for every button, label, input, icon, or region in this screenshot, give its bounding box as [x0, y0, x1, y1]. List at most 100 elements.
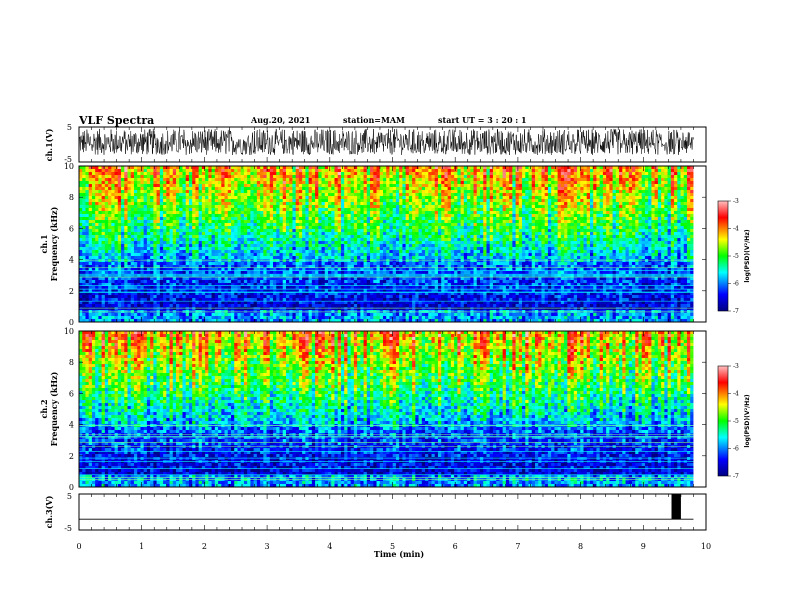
spectrogram-cell [130, 295, 135, 299]
spectrogram-cell [166, 289, 170, 293]
spectrogram-cell [185, 226, 190, 230]
spectrogram-cell [130, 316, 135, 320]
spectrogram-cell [224, 166, 229, 170]
spectrogram-cell [273, 169, 277, 173]
spectrogram-cell [133, 196, 138, 200]
spectrogram-cell [146, 280, 151, 284]
spectrogram-cell [331, 238, 335, 242]
spectrogram-cell [114, 274, 119, 278]
spectrogram-cell [95, 202, 99, 206]
spectrogram-cell [111, 277, 115, 281]
spectrogram-cell [253, 238, 258, 242]
spectrogram-cell [240, 307, 245, 311]
spectrogram-cell [340, 169, 345, 173]
spectrogram-cell [340, 172, 345, 176]
spectrogram-cell [373, 184, 377, 188]
spectrogram-cell [133, 184, 138, 188]
spectrogram-cell [379, 217, 384, 221]
spectrogram-cell [256, 274, 261, 278]
spectrogram-cell [95, 298, 99, 302]
spectrogram-cell [124, 184, 128, 188]
spectrogram-cell [276, 256, 280, 260]
spectrogram-cell [214, 232, 219, 236]
spectrogram-cell [205, 238, 209, 242]
spectrogram-cell [292, 226, 296, 230]
spectrogram-cell [247, 181, 251, 185]
spectrogram-cell [143, 280, 148, 284]
spectrogram-cell [146, 271, 151, 275]
spectrogram-cell [195, 304, 199, 308]
spectrogram-cell [366, 313, 371, 317]
spectrogram-cell [221, 175, 225, 179]
spectrogram-cell [114, 250, 119, 254]
spectrogram-cell [108, 250, 112, 254]
spectrogram-cell [298, 289, 303, 293]
spectrogram-cell [318, 190, 322, 194]
spectrogram-cell [302, 214, 306, 218]
spectrogram-cell [263, 259, 267, 263]
spectrogram-cell [172, 166, 177, 170]
spectrogram-cell [127, 313, 132, 317]
spectrogram-cell [331, 247, 335, 251]
spectrogram-cell [253, 319, 258, 323]
spectrogram-cell [282, 319, 287, 323]
spectrogram-cell [240, 298, 245, 302]
spectrogram-cell [266, 268, 271, 272]
spectrogram-cell [156, 220, 161, 224]
spectrogram-cell [169, 304, 174, 308]
spectrogram-cell [211, 313, 216, 317]
spectrogram-cell [331, 220, 335, 224]
spectrogram-cell [221, 316, 225, 320]
spectrogram-cell [124, 229, 128, 233]
spectrogram-cell [366, 220, 371, 224]
spectrogram-cell [166, 220, 170, 224]
spectrogram-cell [208, 229, 212, 233]
spectrogram-cell [163, 235, 167, 239]
spectrogram-cell [331, 253, 335, 257]
spectrogram-cell [221, 172, 225, 176]
spectrogram-cell [114, 229, 119, 233]
spectrogram-cell [133, 193, 138, 197]
spectrogram-cell [114, 253, 119, 257]
spectrogram-cell [240, 178, 245, 182]
spectrogram-cell [214, 214, 219, 218]
spectrogram-cell [337, 256, 342, 260]
spectrogram-cell [124, 175, 128, 179]
spectrogram-cell [117, 259, 122, 263]
spectrogram-cell [163, 181, 167, 185]
spectrogram-cell [163, 301, 167, 305]
spectrogram-cell [205, 268, 209, 272]
spectrogram-cell [130, 217, 135, 221]
spectrogram-cell [176, 181, 180, 185]
spectrogram-cell [318, 235, 322, 239]
spectrogram-cell [114, 262, 119, 266]
spectrogram-cell [328, 196, 332, 200]
spectrogram-cell [88, 175, 93, 179]
spectrogram-cell [101, 319, 106, 323]
spectrogram-cell [91, 277, 96, 281]
spectrogram-cell [282, 190, 287, 194]
spectrogram-cell [289, 190, 293, 194]
spectrogram-cell [315, 244, 319, 248]
spectrogram-cell [82, 292, 86, 296]
spectrogram-cell [282, 286, 287, 290]
spectrogram-cell [137, 202, 141, 206]
spectrogram-cell [292, 307, 296, 311]
spectrogram-cell [150, 286, 154, 290]
spectrogram-cell [163, 283, 167, 287]
spectrogram-cell [163, 298, 167, 302]
spectrogram-cell [82, 235, 86, 239]
spectrogram-cell [156, 214, 161, 218]
spectrogram-cell [305, 187, 309, 191]
spectrogram-cell [282, 166, 287, 170]
spectrogram-cell [101, 244, 106, 248]
spectrogram-cell [214, 301, 219, 305]
ch1-ytick-top: 5 [67, 123, 72, 132]
spectrogram-cell [334, 184, 339, 188]
spectrogram-cell [198, 250, 203, 254]
spectrogram-cell [340, 283, 345, 287]
spectrogram-cell [108, 247, 112, 251]
spectrogram-cell [295, 319, 300, 323]
spectrogram-cell [324, 292, 329, 296]
spectrogram-cell [79, 190, 83, 194]
